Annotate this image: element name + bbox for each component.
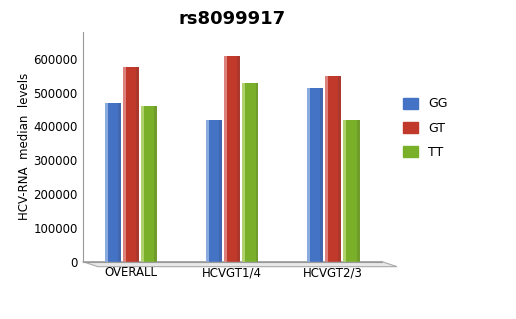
Bar — [344, 120, 346, 262]
Bar — [243, 83, 259, 262]
Bar — [123, 67, 126, 262]
Title: rs8099917: rs8099917 — [179, 10, 286, 27]
Bar — [206, 120, 209, 262]
Bar — [307, 88, 323, 262]
Y-axis label: HCV-RNA  median  levels: HCV-RNA median levels — [18, 73, 30, 220]
Bar — [320, 88, 323, 262]
Bar — [141, 106, 157, 262]
Polygon shape — [83, 262, 397, 267]
Bar — [243, 83, 245, 262]
Bar — [123, 67, 139, 262]
Bar — [154, 106, 157, 262]
Bar — [105, 103, 121, 262]
Bar — [325, 76, 328, 262]
Bar — [255, 83, 259, 262]
Bar — [325, 76, 341, 262]
Bar — [219, 120, 222, 262]
Bar — [118, 103, 121, 262]
Bar — [344, 120, 360, 262]
Bar — [141, 106, 144, 262]
Bar — [237, 56, 240, 262]
Bar — [105, 103, 108, 262]
Bar — [357, 120, 360, 262]
Bar — [224, 56, 240, 262]
Bar — [136, 67, 139, 262]
Bar — [307, 88, 310, 262]
Bar — [224, 56, 227, 262]
Bar — [206, 120, 222, 262]
Legend: GG, GT, TT: GG, GT, TT — [398, 93, 453, 164]
Bar — [338, 76, 341, 262]
